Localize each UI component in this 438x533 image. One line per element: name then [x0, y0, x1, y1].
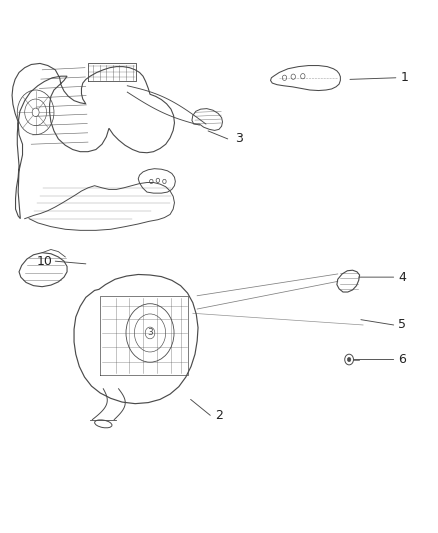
Text: 5: 5	[399, 319, 406, 332]
Text: 3: 3	[235, 132, 243, 146]
Text: 1: 1	[401, 71, 409, 84]
Text: 10: 10	[36, 255, 52, 268]
Text: 4: 4	[399, 271, 406, 284]
Text: 3: 3	[147, 328, 153, 337]
Text: 2: 2	[215, 409, 223, 422]
Circle shape	[347, 358, 351, 362]
Text: 6: 6	[399, 353, 406, 366]
